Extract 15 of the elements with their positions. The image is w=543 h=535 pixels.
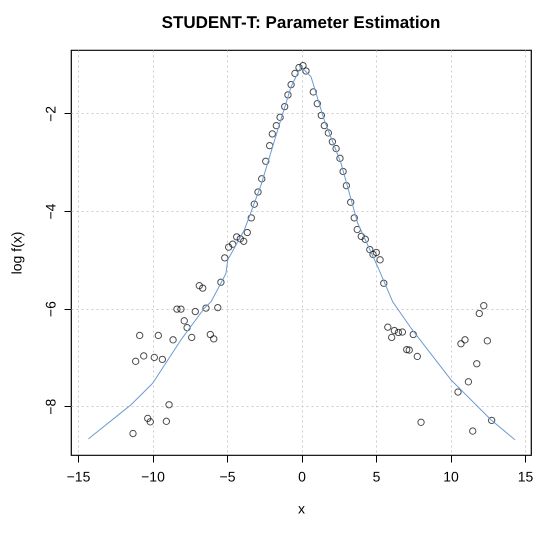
y-tick-label: −4 bbox=[42, 203, 58, 220]
x-axis-title: x bbox=[298, 500, 305, 516]
y-tick-label: −2 bbox=[42, 106, 58, 122]
x-tick-label: 15 bbox=[518, 468, 534, 484]
chart-title: STUDENT-T: Parameter Estimation bbox=[162, 13, 440, 32]
x-tick-label: 5 bbox=[372, 468, 381, 484]
line-series bbox=[88, 66, 516, 440]
x-tick-label: −10 bbox=[141, 468, 166, 484]
y-tick-label: −8 bbox=[42, 398, 58, 415]
x-tick-label: −15 bbox=[66, 468, 91, 484]
x-tick-label: 0 bbox=[298, 468, 306, 484]
y-tick-label: −6 bbox=[42, 300, 58, 318]
x-tick-label: −5 bbox=[220, 468, 236, 484]
y-axis-title: log f(x) bbox=[8, 232, 24, 274]
x-tick-label: 10 bbox=[443, 468, 460, 484]
